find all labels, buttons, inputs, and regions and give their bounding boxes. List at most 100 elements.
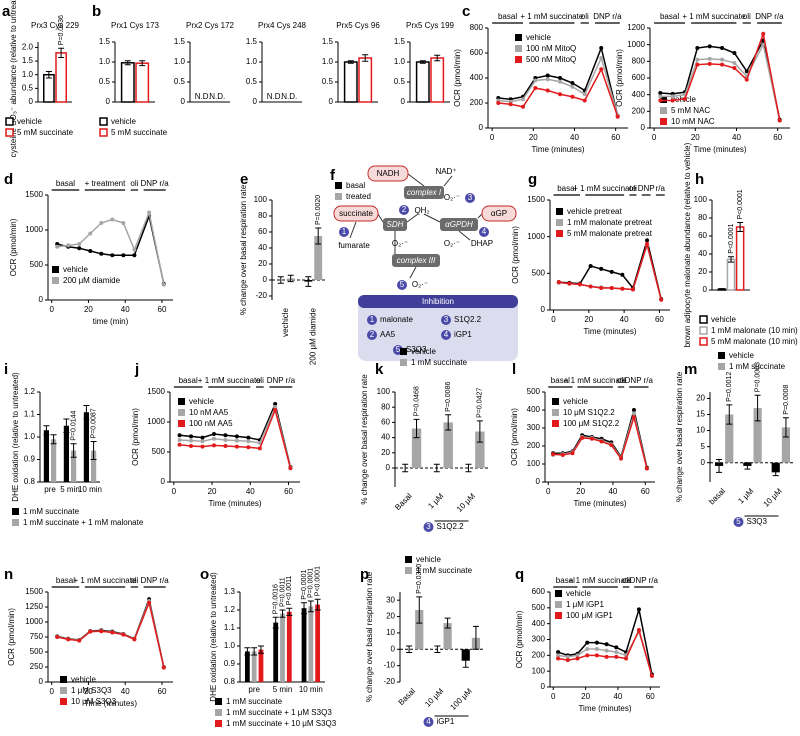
bar	[244, 651, 250, 682]
legend-label: vehicle	[711, 315, 736, 324]
y-tick-label: 1500	[147, 387, 165, 396]
data-point	[556, 280, 561, 285]
bar	[251, 651, 257, 682]
x-tick-label: 1 μM	[736, 486, 755, 505]
x-tick-label: 40	[620, 315, 629, 324]
legend-label: 10 mM NAC	[671, 117, 715, 126]
inhibitor-name: iGP1	[454, 330, 472, 339]
phase-label: + 1 mM succinate	[682, 12, 745, 21]
node-label: complex I	[407, 188, 442, 197]
y-tick-label: 1250	[25, 602, 43, 611]
legend-swatch	[699, 326, 708, 335]
p-value: P=0.0003	[754, 362, 761, 392]
y-axis-label: OCR (pmol/min)	[510, 408, 519, 466]
series-line	[498, 67, 619, 117]
data-point	[558, 92, 563, 97]
data-point	[589, 436, 594, 441]
data-point	[521, 104, 525, 109]
x-tick-label: 60	[611, 133, 620, 142]
error-bar	[465, 463, 472, 473]
p-value: P=0.0087	[90, 408, 97, 438]
data-point	[644, 466, 649, 471]
y-tick-label: 0	[541, 305, 546, 314]
data-point	[223, 438, 228, 442]
legend-swatch	[552, 409, 559, 416]
data-point	[599, 266, 604, 271]
series-line	[57, 213, 165, 285]
error-bar	[124, 60, 131, 66]
phase-label: basal	[551, 376, 570, 385]
x-tick-label: 20	[208, 487, 217, 496]
site-badge	[733, 517, 744, 527]
y-tick-label: 10	[386, 628, 395, 637]
legend-label: 1 mM malonate pretreat	[567, 218, 653, 227]
bar	[725, 414, 734, 463]
data-point	[556, 653, 561, 658]
y-tick-label: 1500	[25, 190, 43, 199]
enzyme-box	[383, 218, 407, 231]
data-point	[594, 647, 599, 651]
series-line	[57, 598, 165, 668]
data-point	[720, 57, 725, 62]
error-bar	[244, 647, 251, 656]
legend-label: vehicle	[526, 33, 551, 42]
p-value: P=0.0468	[413, 386, 420, 416]
y-tick-label: 100	[694, 195, 708, 204]
data-point	[211, 436, 216, 441]
site-number: 5	[400, 280, 405, 289]
legend-label: vehicle	[71, 675, 96, 684]
data-point	[732, 51, 737, 55]
bar	[735, 226, 745, 291]
y-tick-label: 10	[696, 426, 705, 435]
data-point	[533, 78, 538, 83]
phase-label: basal	[660, 12, 679, 21]
site-badge	[465, 193, 475, 203]
phase-label: oli	[743, 12, 751, 21]
panel-letter: k	[375, 361, 384, 378]
y-tick-label: 1000	[25, 225, 43, 234]
y-tick-label: 0	[106, 97, 111, 106]
panel-letter: p	[360, 566, 369, 583]
y-tick-label: 600	[632, 73, 646, 82]
data-point	[121, 221, 126, 225]
phase-label: oli	[617, 376, 625, 385]
data-point	[570, 81, 575, 85]
legend-label: 5 mM malonate (10 min)	[711, 337, 798, 346]
data-point	[234, 444, 239, 449]
x-tick-label: 60	[158, 687, 167, 696]
legend-swatch	[400, 359, 407, 366]
x-tick-label: 10 min	[78, 485, 102, 494]
error-bar	[307, 600, 314, 613]
node-label: O₂·⁻	[392, 239, 408, 248]
data-point	[211, 443, 216, 448]
series-line	[57, 600, 165, 668]
chart-title: Prx5 Cys 96	[336, 21, 380, 30]
data-point	[615, 114, 620, 119]
legend-swatch	[99, 128, 108, 137]
y-tick-label: 0	[29, 97, 34, 106]
x-tick-label: 20	[584, 315, 593, 324]
y-tick-label: 0	[479, 123, 484, 132]
bar	[314, 236, 323, 280]
legend-swatch	[5, 117, 14, 126]
node-label: αGPDH	[445, 220, 473, 229]
x-tick-label: 60	[158, 305, 167, 314]
legend-label: 200 μM diamide	[63, 276, 121, 285]
data-point	[695, 57, 700, 62]
x-tick-label: 200 μM diamide	[308, 307, 317, 365]
phase-label: basal	[179, 376, 198, 385]
series-line	[179, 404, 292, 468]
legend-label: 10 μM S1Q2.2	[563, 408, 615, 417]
data-point	[636, 628, 641, 632]
y-tick-label: 0	[253, 97, 258, 106]
panel-letter: o	[200, 566, 209, 583]
x-tick-label: 20	[529, 133, 538, 142]
y-tick-label: 1.0	[322, 57, 334, 66]
data-point	[55, 242, 60, 246]
phase-label: DNP	[638, 184, 655, 193]
p-value: P=0.0036	[58, 15, 65, 45]
y-tick-label: 0	[541, 682, 546, 691]
y-tick-label: 30	[386, 595, 395, 604]
data-point	[578, 282, 582, 287]
